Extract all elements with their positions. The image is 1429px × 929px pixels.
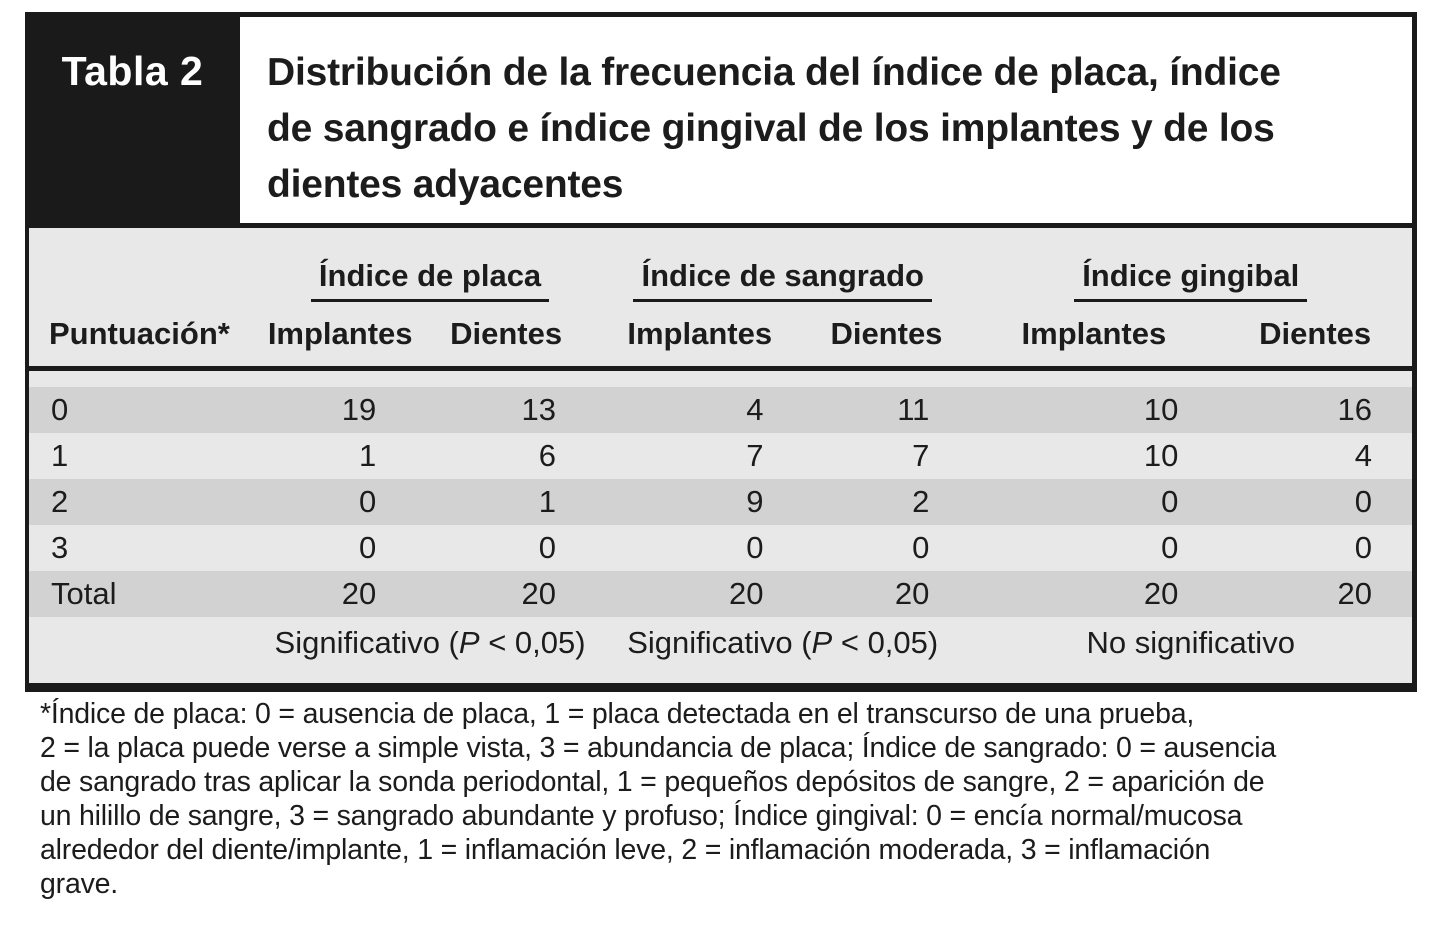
cell: 0 <box>1354 484 1372 519</box>
cell: 20 <box>521 576 557 611</box>
table-label-box: Tabla 2 <box>25 12 240 228</box>
table-row-score-2: 2 0 1 9 2 0 0 <box>29 479 1412 525</box>
cell: 20 <box>1337 576 1372 611</box>
figure-title: Distribución de la frecuencia del índice… <box>267 51 1281 206</box>
cell: 16 <box>1337 392 1372 427</box>
table-row-total: Total 20 20 20 20 20 20 <box>29 571 1412 617</box>
group-header-gingival-label: Índice gingibal <box>1074 258 1308 302</box>
cell: 0 <box>358 530 377 565</box>
cell: 9 <box>746 484 764 519</box>
footnote-line: *Índice de placa: 0 = ausencia de placa,… <box>40 698 1195 730</box>
row-label: 2 <box>51 484 69 519</box>
cell: 0 <box>358 484 377 519</box>
group-header-sangrado-label: Índice de sangrado <box>633 258 932 302</box>
col-header-implantes-sangrado: Implantes <box>596 302 804 371</box>
footnote-line: 2 = la placa puede verse a simple vista,… <box>40 732 1277 764</box>
cell: 0 <box>746 530 764 565</box>
significance-text: Significativo ( <box>274 625 459 660</box>
col-header-implantes-gingival: Implantes <box>969 302 1219 371</box>
footnote-line: de sangrado tras aplicar la sonda period… <box>40 766 1265 798</box>
group-header-placa: Índice de placa <box>264 228 596 302</box>
table-row-score-3: 3 0 0 0 0 0 0 <box>29 525 1412 571</box>
cell: 0 <box>1161 484 1179 519</box>
cell: 4 <box>746 392 764 427</box>
cell: 0 <box>912 530 930 565</box>
group-header-sangrado: Índice de sangrado <box>596 228 969 302</box>
cell: 11 <box>897 392 930 427</box>
cell: 13 <box>521 392 557 427</box>
table-grid: Índice de placa Índice de sangrado Índic… <box>29 228 1412 692</box>
significance-placa: Significativo (P < 0,05) <box>264 617 596 683</box>
significance-spacer <box>29 617 264 683</box>
cell: 2 <box>912 484 930 519</box>
significance-gingival: No significativo <box>969 617 1412 683</box>
cell: 20 <box>728 576 764 611</box>
group-header-placa-label: Índice de placa <box>310 258 550 302</box>
cell: 10 <box>1143 392 1179 427</box>
group-header-row: Índice de placa Índice de sangrado Índic… <box>29 228 1412 302</box>
significance-sangrado: Significativo (P < 0,05) <box>596 617 969 683</box>
footnote-line: alrededor del diente/implante, 1 = infla… <box>40 834 1211 866</box>
cell: 0 <box>538 530 557 565</box>
col-header-dientes-gingival: Dientes <box>1218 302 1412 371</box>
significance-text: < 0,05) <box>832 625 939 660</box>
significance-text: < 0,05) <box>479 625 586 660</box>
cell: 7 <box>746 438 764 473</box>
row-label: 1 <box>51 438 69 473</box>
spacer-row <box>29 368 1412 387</box>
table-row-score-1: 1 1 6 7 7 10 4 <box>29 433 1412 479</box>
col-header-dientes-sangrado: Dientes <box>803 302 970 371</box>
table-label: Tabla 2 <box>61 48 204 94</box>
cell: 7 <box>912 438 930 473</box>
group-header-gingival: Índice gingibal <box>969 228 1412 302</box>
table-row-score-0: 0 19 13 4 11 10 16 <box>29 387 1412 433</box>
col-header-puntuacion: Puntuación* <box>29 302 265 371</box>
p-value-symbol: P <box>811 625 833 660</box>
col-header-implantes-placa: Implantes <box>264 302 417 371</box>
significance-text: Significativo ( <box>627 625 812 660</box>
cell: 20 <box>894 576 930 611</box>
cell: 1 <box>358 438 377 473</box>
cell: 10 <box>1143 438 1179 473</box>
group-header-spacer <box>29 228 264 302</box>
cell: 0 <box>1161 530 1179 565</box>
table-figure: Tabla 2 Distribución de la frecuencia de… <box>25 12 1417 692</box>
cell: 1 <box>538 484 557 519</box>
significance-text: No significativo <box>1086 625 1295 660</box>
row-label: 3 <box>51 530 69 565</box>
cell: 4 <box>1354 438 1372 473</box>
col-header-dientes-placa: Dientes <box>416 302 597 371</box>
row-label: 0 <box>51 392 69 427</box>
data-table: Índice de placa Índice de sangrado Índic… <box>29 228 1412 683</box>
cell: 20 <box>1143 576 1179 611</box>
significance-row: Significativo (P < 0,05) Significativo (… <box>29 617 1412 683</box>
footnote: *Índice de placa: 0 = ausencia de placa,… <box>40 697 1410 901</box>
p-value-symbol: P <box>458 625 480 660</box>
cell: 20 <box>341 576 377 611</box>
cell: 0 <box>1354 530 1372 565</box>
footnote-line: grave. <box>40 868 119 900</box>
figure-title-block: Tabla 2 Distribución de la frecuencia de… <box>25 12 1412 228</box>
cell: 19 <box>341 392 377 427</box>
cell: 6 <box>538 438 557 473</box>
footnote-line: un hilillo de sangre, 3 = sangrado abund… <box>40 800 1243 832</box>
row-label: Total <box>51 576 117 611</box>
column-header-row: Puntuación* Implantes Dientes Implantes … <box>29 302 1412 371</box>
